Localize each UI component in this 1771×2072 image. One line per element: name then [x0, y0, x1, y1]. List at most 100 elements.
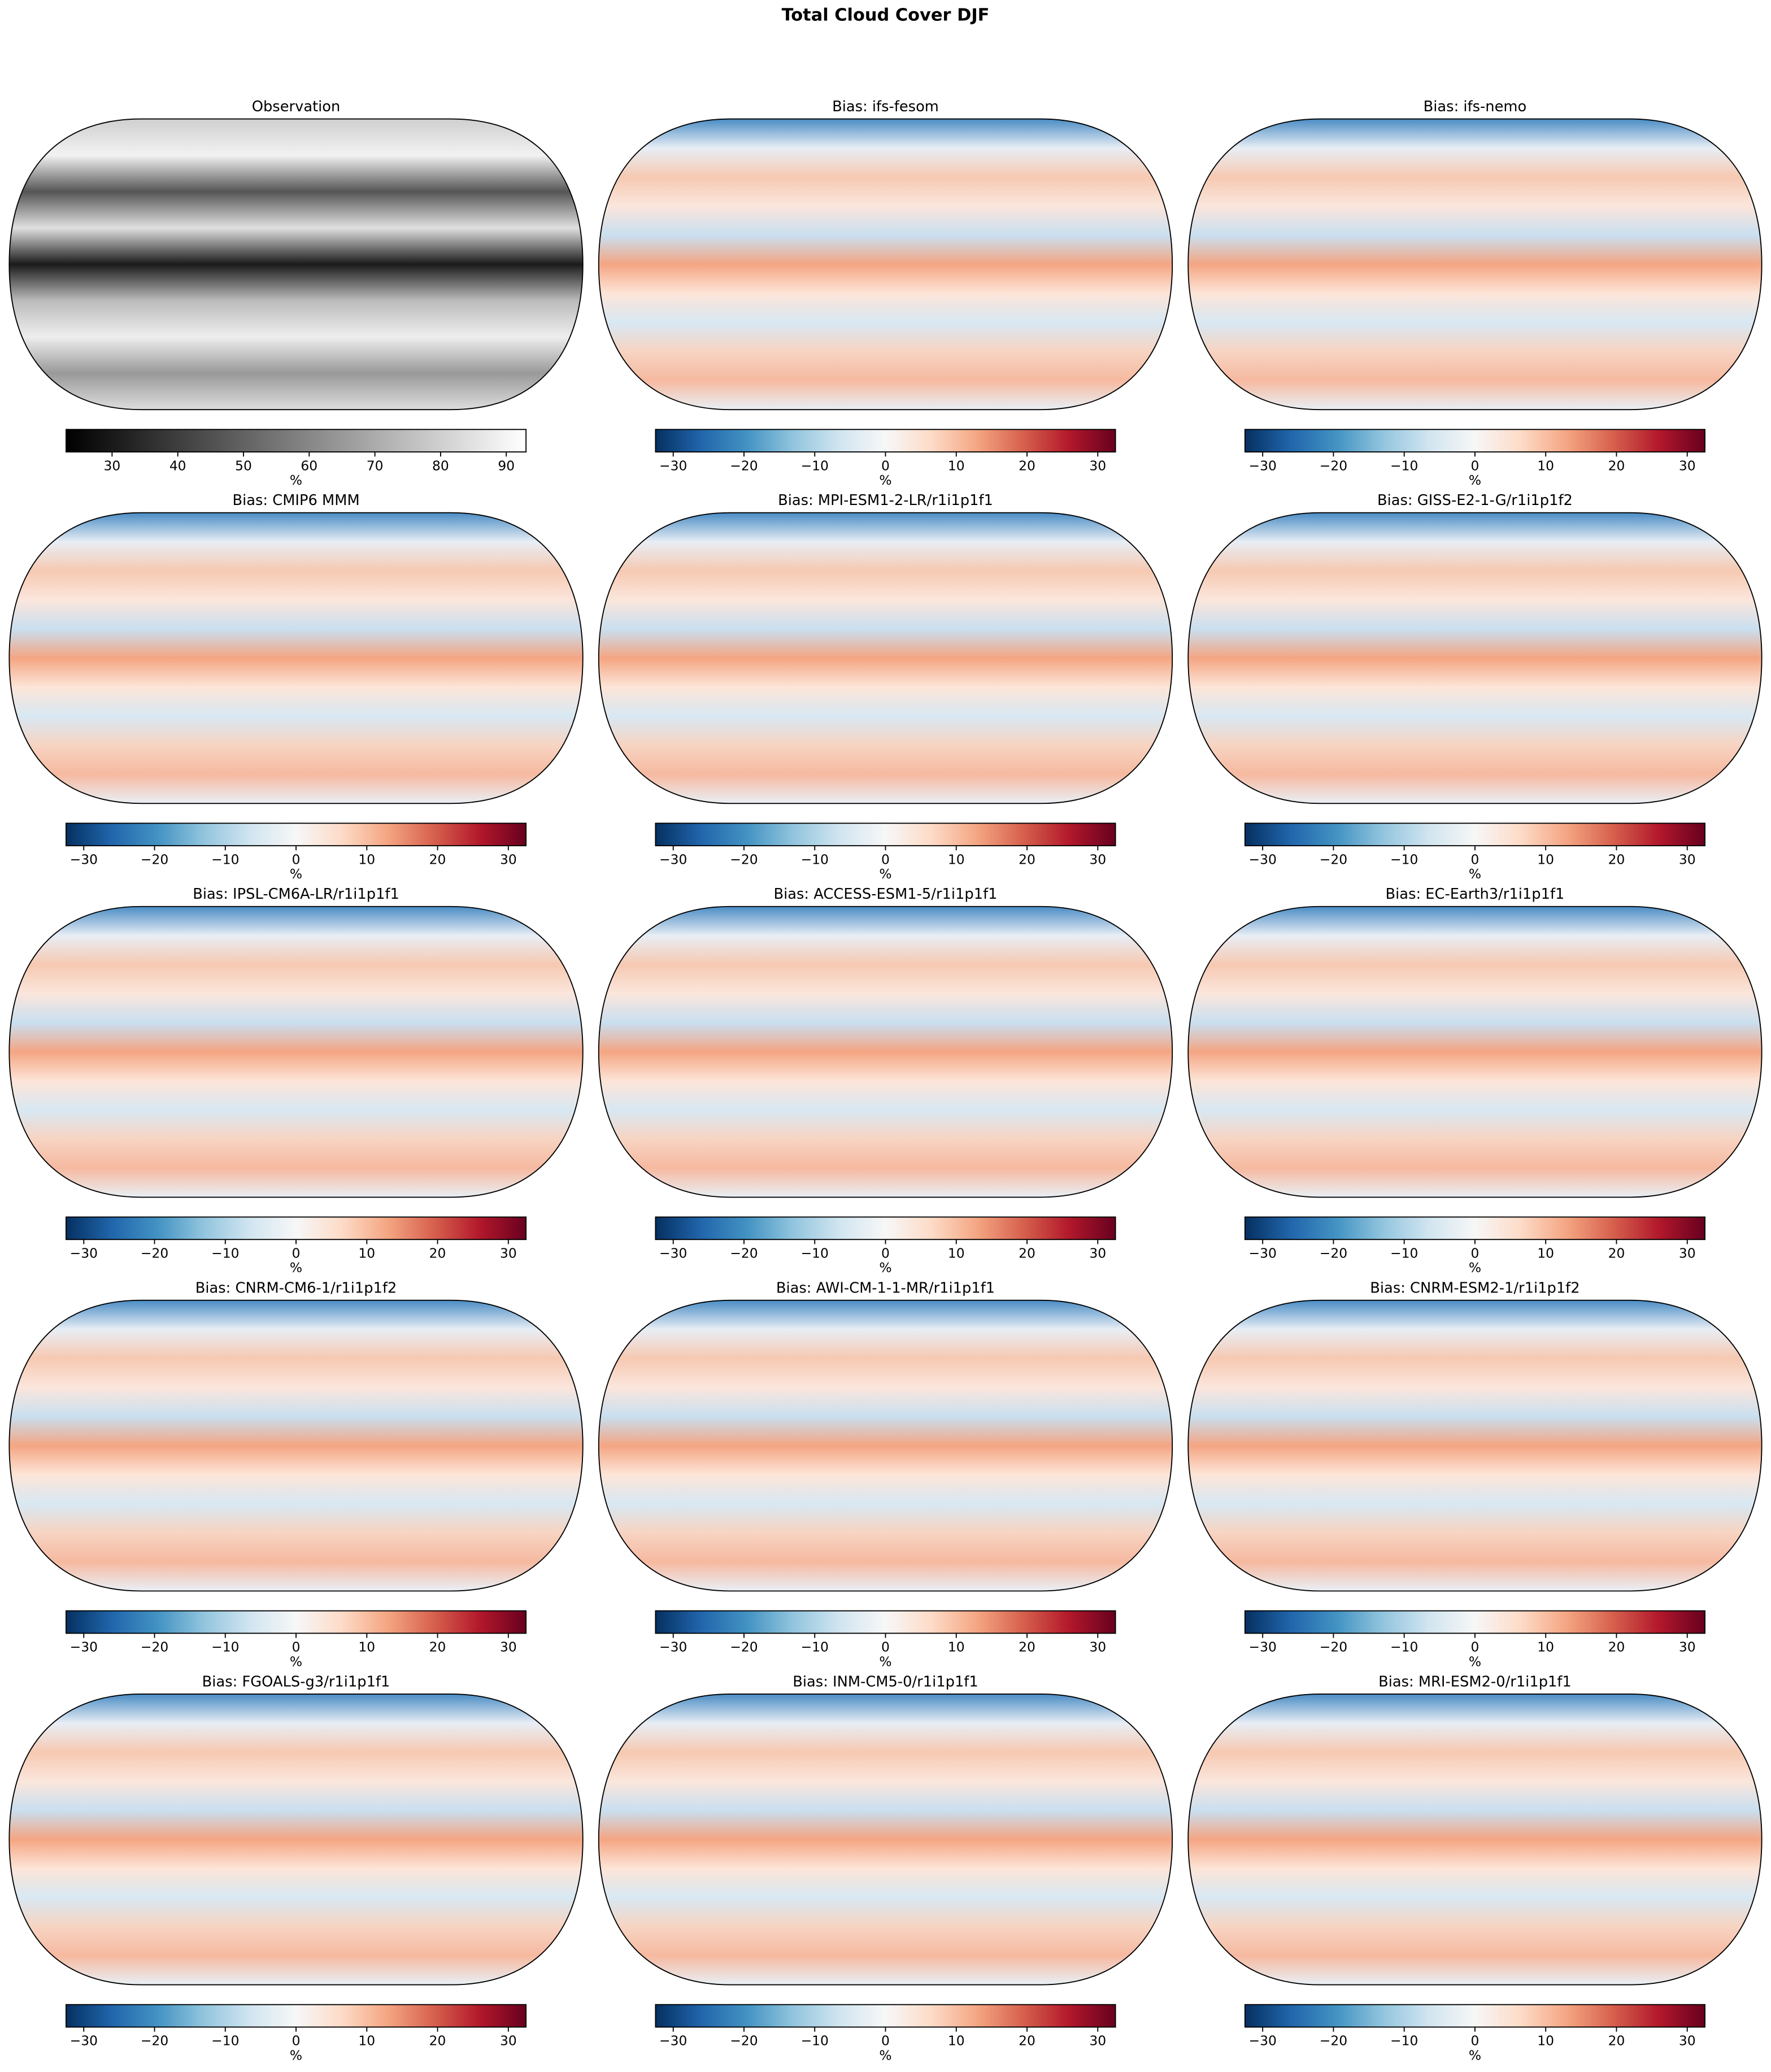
- colorbar-tick-label: 0: [881, 851, 890, 867]
- colorbar-tick-label: 0: [292, 1639, 301, 1655]
- colorbar-tick-label: 20: [429, 2033, 446, 2049]
- colorbar-label: %: [290, 472, 302, 488]
- colorbar-tick-label: −20: [1320, 2033, 1347, 2049]
- colorbar-tick-label: 0: [1471, 851, 1480, 867]
- colorbar-tick-label: 20: [1019, 1245, 1035, 1261]
- colorbar-tick-label: 50: [235, 458, 252, 473]
- colorbar-label: %: [290, 1260, 302, 1276]
- colorbar-tick-label: −10: [211, 2033, 239, 2049]
- colorbar: [655, 2004, 1116, 2028]
- panel-title: Bias: CMIP6 MMM: [232, 492, 359, 509]
- colorbar-tick-label: 70: [367, 458, 384, 473]
- map: [598, 118, 1173, 411]
- colorbar-label: %: [1469, 2047, 1481, 2063]
- colorbar-tick-label: −10: [211, 851, 239, 867]
- panel-title: Bias: CNRM-CM6-1/r1i1p1f2: [195, 1279, 397, 1296]
- colorbar-tick-label: −10: [1390, 458, 1418, 473]
- colorbar: [1244, 2004, 1705, 2028]
- colorbar-tick-label: 20: [1608, 1639, 1625, 1655]
- colorbar: [655, 822, 1116, 847]
- colorbar-tick-label: 20: [1019, 851, 1035, 867]
- map: [8, 1299, 584, 1592]
- map: [598, 906, 1173, 1198]
- panel-title: Bias: MRI-ESM2-0/r1i1p1f1: [1378, 1673, 1572, 1690]
- colorbar-tick-label: −30: [659, 2033, 687, 2049]
- colorbar-tick-label: 30: [1089, 1245, 1106, 1261]
- colorbar-tick-label: −20: [730, 1245, 758, 1261]
- colorbar-tick-label: −30: [70, 1245, 98, 1261]
- colorbar-tick-label: 0: [881, 1639, 890, 1655]
- colorbar-tick-label: −10: [211, 1639, 239, 1655]
- colorbar-label: %: [1469, 472, 1481, 488]
- colorbar-tick-label: 30: [1089, 2033, 1106, 2049]
- panel-title: Bias: ifs-fesom: [832, 98, 939, 115]
- colorbar-tick-label: 60: [301, 458, 317, 473]
- colorbar: [66, 2004, 527, 2028]
- colorbar-tick-label: 0: [1471, 458, 1480, 473]
- colorbar-tick-label: −10: [1390, 1245, 1418, 1261]
- colorbar-tick-label: −10: [211, 1245, 239, 1261]
- colorbar-label: %: [1469, 866, 1481, 882]
- colorbar-tick-label: −30: [1248, 2033, 1276, 2049]
- map: [8, 512, 584, 804]
- panel-title: Bias: GISS-E2-1-G/r1i1p1f2: [1377, 492, 1573, 509]
- panel-title: Bias: IPSL-CM6A-LR/r1i1p1f1: [193, 886, 399, 903]
- colorbar-tick-label: 0: [881, 458, 890, 473]
- colorbar-tick-label: −10: [801, 458, 829, 473]
- panel-title: Bias: FGOALS-g3/r1i1p1f1: [202, 1673, 390, 1690]
- colorbar: [1244, 1216, 1705, 1240]
- colorbar: [1244, 429, 1705, 452]
- panel-title: Bias: EC-Earth3/r1i1p1f1: [1386, 886, 1565, 903]
- colorbar-tick-label: 0: [1471, 1245, 1480, 1261]
- colorbar-tick-label: −20: [141, 1639, 168, 1655]
- colorbar-tick-label: −30: [1248, 1245, 1276, 1261]
- map: [1187, 118, 1763, 411]
- colorbar-tick-label: −10: [1390, 851, 1418, 867]
- panel-title: Bias: MPI-ESM1-2-LR/r1i1p1f1: [778, 492, 993, 509]
- colorbar-tick-label: −30: [659, 458, 687, 473]
- colorbar: [1244, 1610, 1705, 1634]
- colorbar-tick-label: 30: [1679, 851, 1696, 867]
- colorbar-tick-label: 0: [1471, 1639, 1480, 1655]
- colorbar-tick-label: −30: [659, 1639, 687, 1655]
- colorbar-tick-label: −10: [1390, 2033, 1418, 2049]
- figure-title: Total Cloud Cover DJF: [782, 6, 990, 25]
- map: [8, 906, 584, 1198]
- map: [1187, 906, 1763, 1198]
- colorbar-tick-label: 30: [1679, 2033, 1696, 2049]
- map: [1187, 1694, 1763, 1986]
- colorbar-tick-label: 20: [1608, 1245, 1625, 1261]
- colorbar-tick-label: 10: [948, 851, 965, 867]
- colorbar-tick-label: −20: [141, 2033, 168, 2049]
- colorbar-tick-label: 10: [358, 1639, 375, 1655]
- colorbar-label: %: [879, 866, 891, 882]
- colorbar: [66, 1216, 527, 1240]
- colorbar-tick-label: −30: [70, 1639, 98, 1655]
- colorbar-tick-label: −20: [730, 851, 758, 867]
- colorbar-tick-label: 30: [500, 851, 517, 867]
- colorbar-label: %: [290, 1653, 302, 1669]
- colorbar-tick-label: −10: [801, 851, 829, 867]
- colorbar-tick-label: 30: [1089, 851, 1106, 867]
- colorbar-tick-label: 10: [1537, 2033, 1554, 2049]
- colorbar-tick-label: 30: [1679, 1245, 1696, 1261]
- colorbar: [655, 429, 1116, 452]
- colorbar-tick-label: 20: [1608, 458, 1625, 473]
- colorbar-tick-label: 20: [429, 1639, 446, 1655]
- colorbar-tick-label: −20: [730, 458, 758, 473]
- colorbar-tick-label: 10: [358, 1245, 375, 1261]
- map: [598, 1299, 1173, 1592]
- panel-title: Bias: INM-CM5-0/r1i1p1f1: [793, 1673, 978, 1690]
- colorbar-tick-label: 30: [104, 458, 121, 473]
- colorbar-tick-label: −20: [1320, 1639, 1347, 1655]
- colorbar-label: %: [879, 1653, 891, 1669]
- colorbar-tick-label: 30: [500, 1639, 517, 1655]
- colorbar-tick-label: 10: [948, 2033, 965, 2049]
- colorbar-tick-label: 0: [881, 2033, 890, 2049]
- colorbar-tick-label: −20: [730, 1639, 758, 1655]
- colorbar-tick-label: 30: [1679, 1639, 1696, 1655]
- colorbar-tick-label: 10: [1537, 851, 1554, 867]
- colorbar-tick-label: −20: [1320, 851, 1347, 867]
